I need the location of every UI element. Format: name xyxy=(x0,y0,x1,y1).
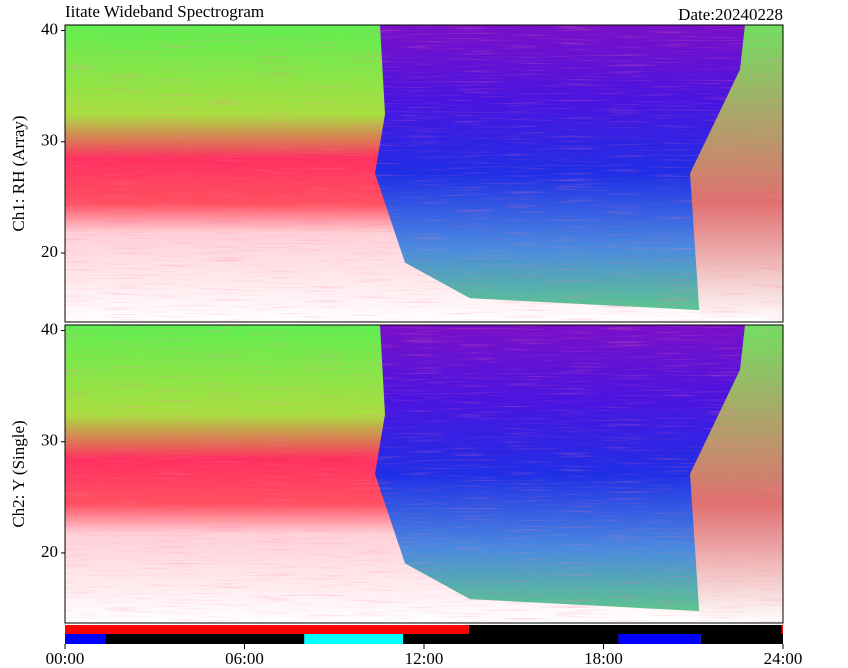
status-segment xyxy=(304,634,404,644)
date-label: Date:20240228 xyxy=(678,5,783,24)
x-tick-label: 24:00 xyxy=(764,649,803,668)
status-segment xyxy=(618,634,701,644)
y-tick-label: 40 xyxy=(41,319,58,338)
x-tick-label: 18:00 xyxy=(584,649,623,668)
status-segment xyxy=(781,625,783,634)
y-tick-label: 30 xyxy=(41,131,58,150)
x-tick-label: 12:00 xyxy=(405,649,444,668)
chart-title: Iitate Wideband Spectrogram xyxy=(65,2,264,21)
status-segment xyxy=(700,634,783,644)
spectrogram-grain xyxy=(65,325,783,623)
status-segment xyxy=(403,634,619,644)
status-segment xyxy=(65,625,469,634)
y-tick-label: 20 xyxy=(41,242,58,261)
status-segment xyxy=(105,634,305,644)
y-tick-label: 30 xyxy=(41,431,58,450)
spectrogram-grain xyxy=(65,25,783,322)
panel-frame xyxy=(64,324,784,624)
y-axis-label: Ch1: RH (Array) xyxy=(9,115,28,231)
y-axis-label: Ch2: Y (Single) xyxy=(9,420,28,527)
x-tick-label: 06:00 xyxy=(225,649,264,668)
x-tick-label: 00:00 xyxy=(46,649,85,668)
status-segment xyxy=(468,625,782,634)
panel-frame xyxy=(64,24,784,323)
y-tick-label: 20 xyxy=(41,542,58,561)
y-tick-label: 40 xyxy=(41,19,58,38)
status-segment xyxy=(65,634,106,644)
